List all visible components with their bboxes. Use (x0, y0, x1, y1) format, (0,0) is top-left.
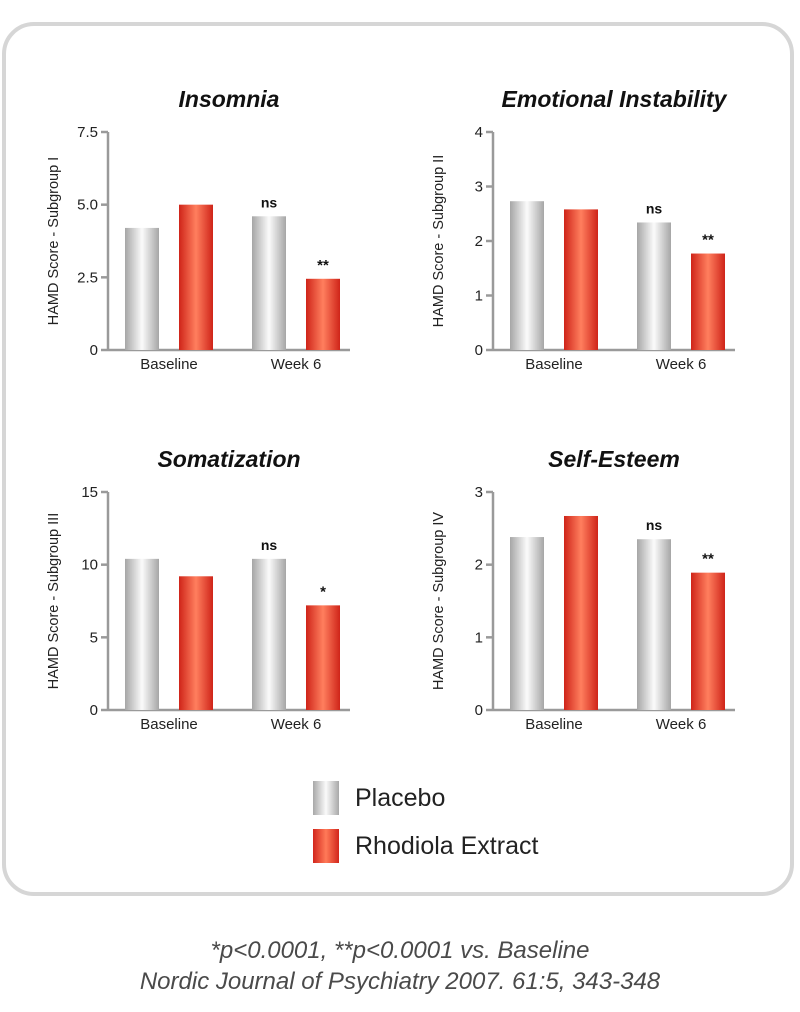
x-tick-label: Baseline (140, 716, 198, 733)
chart-somatization: Somatization HAMD Score - Subgroup III 0 5 1… (46, 446, 350, 733)
x-tick-label: Week 6 (656, 716, 707, 733)
legend-label-rhodiola: Rhodiola Extract (355, 831, 539, 860)
x-tick-label: Week 6 (271, 356, 322, 373)
bar-placebo-week-6 (252, 558, 286, 710)
chart-title: Self-Esteem (548, 446, 680, 472)
y-tick-label: 1 (475, 629, 483, 646)
bar-rhodiola-extract-week-6 (306, 278, 340, 350)
x-tick-label: Week 6 (271, 716, 322, 733)
significance-label: ** (317, 257, 329, 274)
x-tick-label: Baseline (140, 356, 198, 373)
significance-label: ns (646, 517, 663, 533)
significance-label: ns (261, 194, 278, 210)
bar-placebo-baseline (125, 558, 159, 710)
chart-title: Emotional Instability (502, 86, 728, 112)
y-tick-label: 10 (81, 557, 98, 574)
chart-legend: Placebo Rhodiola Extract (313, 774, 538, 870)
chart-title: Somatization (157, 446, 300, 472)
y-tick-label: 1 (475, 288, 483, 305)
chart-title: Insomnia (179, 86, 280, 112)
y-axis-label: HAMD Score - Subgroup II (431, 155, 447, 327)
bar-placebo-baseline (510, 201, 544, 350)
significance-label: ns (646, 200, 663, 216)
bar-placebo-week-6 (252, 216, 286, 350)
y-tick-label: 5 (90, 629, 98, 646)
legend-swatch-placebo (313, 781, 339, 815)
y-tick-label: 3 (475, 179, 483, 196)
bar-rhodiola-extract-week-6 (691, 572, 725, 710)
y-tick-label: 0 (90, 342, 98, 359)
y-tick-label: 0 (475, 342, 483, 359)
legend-item-placebo: Placebo (313, 774, 538, 822)
chart-emotional-instability: Emotional Instability HAMD Score - Subgro… (431, 86, 735, 373)
y-tick-label: 2 (475, 233, 483, 250)
bar-rhodiola-extract-baseline (564, 209, 598, 350)
y-tick-label: 15 (81, 484, 98, 501)
figure-frame (2, 22, 794, 896)
x-tick-label: Baseline (525, 356, 583, 373)
significance-label: ** (702, 551, 714, 568)
bar-rhodiola-extract-baseline (179, 576, 213, 710)
significance-label: ** (702, 232, 714, 249)
source-citation: Nordic Journal of Psychiatry 2007. 61:5,… (139, 968, 661, 995)
bar-rhodiola-extract-baseline (179, 204, 213, 350)
chart-insomnia: Insomnia HAMD Score - Subgroup I 0 2.5 5.0 7.… (46, 86, 350, 373)
chart-self-esteem: Self-Esteem HAMD Score - Subgroup IV 0 1 2 3 B… (431, 446, 735, 733)
y-tick-label: 4 (475, 124, 483, 141)
significance-footnote: *p<0.0001, **p<0.0001 vs. Baseline (210, 937, 590, 964)
y-tick-label: 0 (90, 702, 98, 719)
legend-swatch-rhodiola (313, 829, 339, 863)
bar-placebo-week-6 (637, 222, 671, 350)
y-tick-label: 3 (475, 484, 483, 501)
legend-item-rhodiola: Rhodiola Extract (313, 822, 538, 870)
bar-placebo-baseline (510, 537, 544, 710)
y-tick-label: 5.0 (77, 197, 98, 214)
y-axis-label: HAMD Score - Subgroup I (46, 157, 62, 325)
bar-placebo-week-6 (637, 539, 671, 710)
bar-rhodiola-extract-week-6 (306, 605, 340, 710)
y-axis-label: HAMD Score - Subgroup III (46, 513, 62, 690)
y-tick-label: 7.5 (77, 124, 98, 141)
significance-label: * (320, 583, 326, 600)
bar-placebo-baseline (125, 227, 159, 350)
y-tick-label: 2 (475, 557, 483, 574)
x-tick-label: Baseline (525, 716, 583, 733)
y-tick-label: 0 (475, 702, 483, 719)
x-tick-label: Week 6 (656, 356, 707, 373)
bar-rhodiola-extract-week-6 (691, 253, 725, 350)
y-tick-label: 2.5 (77, 269, 98, 286)
y-axis-label: HAMD Score - Subgroup IV (431, 512, 447, 690)
significance-label: ns (261, 537, 278, 553)
bar-rhodiola-extract-baseline (564, 515, 598, 710)
legend-label-placebo: Placebo (355, 783, 446, 812)
